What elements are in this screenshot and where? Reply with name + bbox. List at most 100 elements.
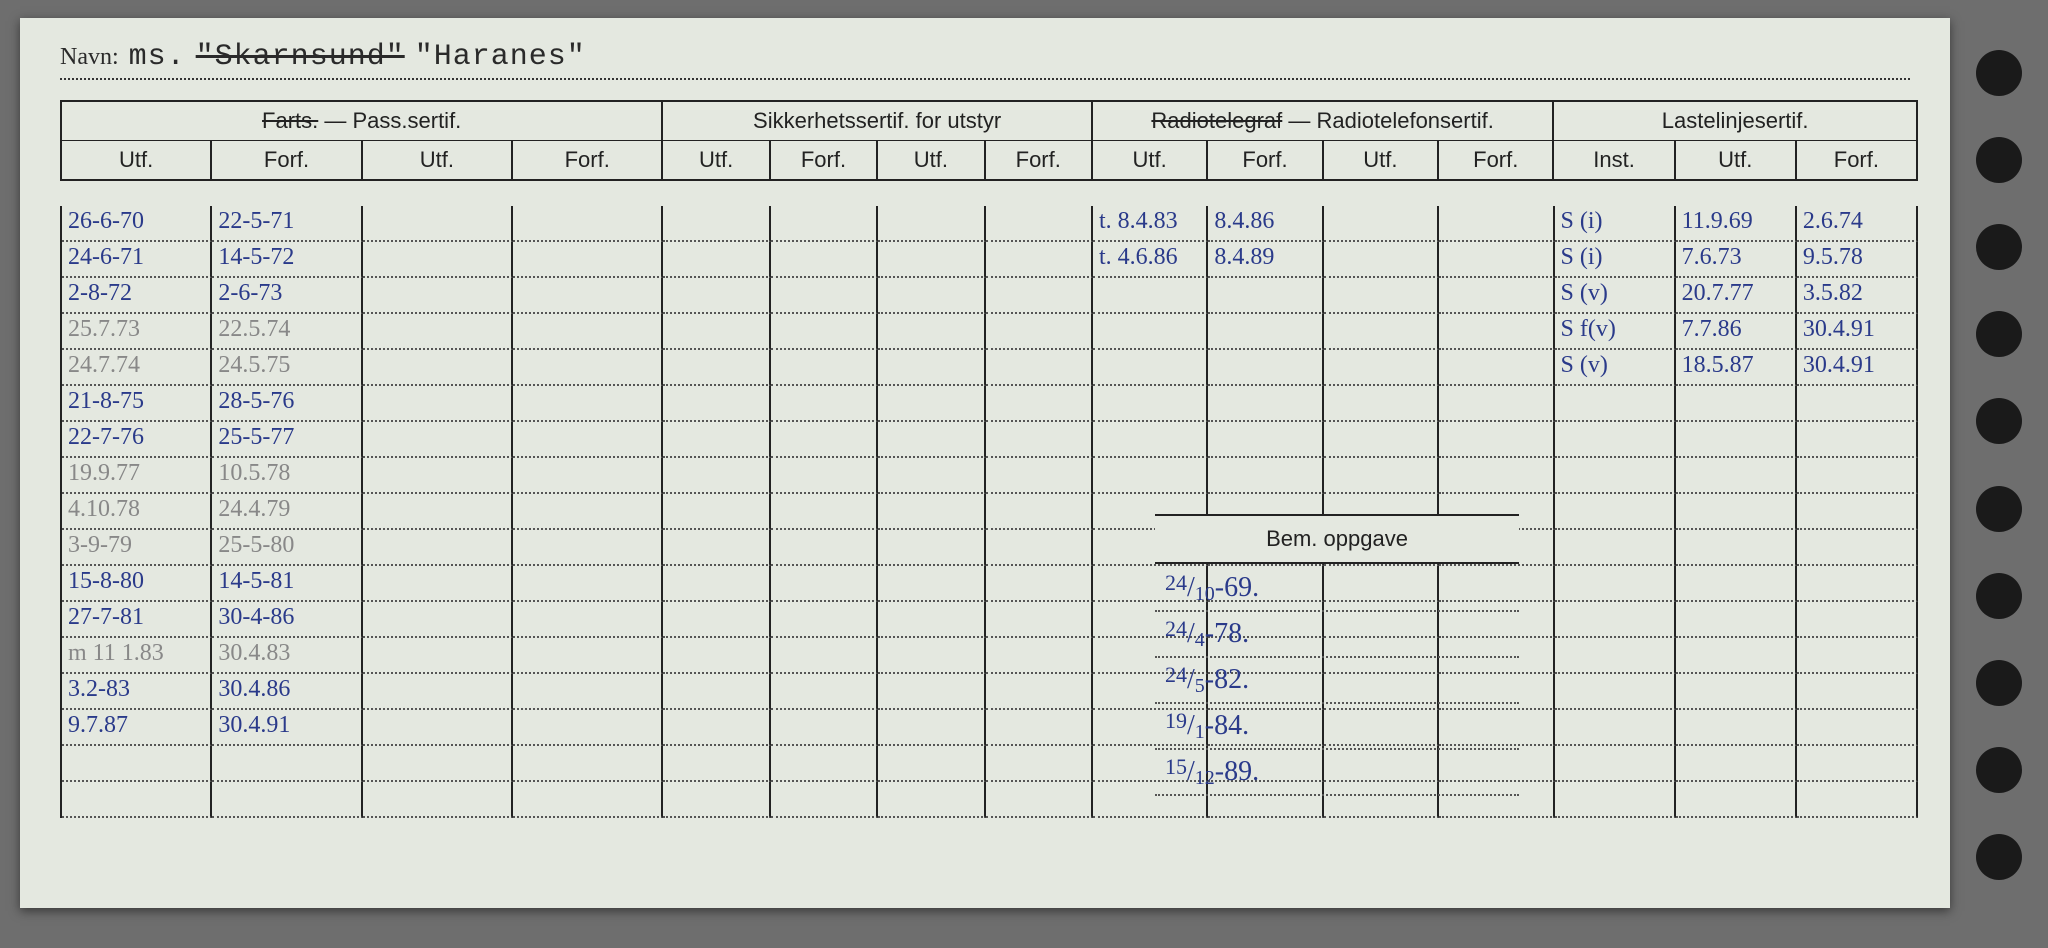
cell <box>1208 350 1323 386</box>
binder-hole <box>1976 660 2022 706</box>
cell: 22-7-76 <box>62 422 212 458</box>
cell: S (v) <box>1555 350 1676 386</box>
cell <box>513 674 663 710</box>
cell: 22-5-71 <box>212 206 362 242</box>
cell <box>1555 422 1676 458</box>
cell <box>1555 746 1676 782</box>
cell <box>1439 386 1554 422</box>
cell <box>513 782 663 818</box>
table-row: m 11 1.8330.4.83 <box>60 638 1918 674</box>
cell <box>771 530 878 566</box>
col-header: Forf. <box>1439 141 1554 179</box>
cell <box>363 674 513 710</box>
cell <box>1676 458 1797 494</box>
cell: 3.2-83 <box>62 674 212 710</box>
cell: 9.5.78 <box>1797 242 1918 278</box>
table-row: 25.7.7322.5.74S f(v)7.7.8630.4.91 <box>60 314 1918 350</box>
cell <box>771 314 878 350</box>
cell <box>771 746 878 782</box>
binder-hole <box>1976 137 2022 183</box>
cell <box>986 350 1093 386</box>
cell <box>1439 350 1554 386</box>
cell <box>1555 458 1676 494</box>
table-row <box>60 746 1918 782</box>
table-row: 3.2-8330.4.86 <box>60 674 1918 710</box>
header-row: Navn: ms. "Skarnsund" "Haranes" <box>60 40 586 74</box>
cell <box>1676 674 1797 710</box>
cell <box>878 638 985 674</box>
bem-header: Bem. oppgave <box>1155 514 1519 564</box>
col-header: Utf. <box>62 141 212 179</box>
cell <box>771 458 878 494</box>
cell <box>513 746 663 782</box>
ledger-card: Navn: ms. "Skarnsund" "Haranes" Farts. —… <box>20 18 1950 908</box>
cell <box>1676 566 1797 602</box>
cell <box>363 602 513 638</box>
cell <box>663 278 770 314</box>
cell <box>363 350 513 386</box>
cell <box>363 206 513 242</box>
cell <box>986 782 1093 818</box>
bem-row: 19/1-84. <box>1155 704 1519 750</box>
cell <box>1676 602 1797 638</box>
cell: 19.9.77 <box>62 458 212 494</box>
cell <box>1676 386 1797 422</box>
cell <box>1676 782 1797 818</box>
cell <box>1093 278 1208 314</box>
group-radio: Radiotelegraf — Radiotelefonsertif. <box>1093 102 1555 140</box>
navn-prefix: ms. <box>129 40 186 74</box>
cell <box>363 458 513 494</box>
binder-hole <box>1976 224 2022 270</box>
cell <box>212 782 362 818</box>
cell: 3-9-79 <box>62 530 212 566</box>
cell <box>1439 458 1554 494</box>
table-row: 22-7-7625-5-77 <box>60 422 1918 458</box>
cell <box>878 386 985 422</box>
cell <box>771 494 878 530</box>
cell: 9.7.87 <box>62 710 212 746</box>
cell <box>513 206 663 242</box>
cell <box>363 530 513 566</box>
cell <box>1324 242 1439 278</box>
cell <box>771 278 878 314</box>
cell <box>1797 602 1918 638</box>
cell: 15-8-80 <box>62 566 212 602</box>
cell: 3.5.82 <box>1797 278 1918 314</box>
cell <box>663 746 770 782</box>
binder-hole <box>1976 50 2022 96</box>
cell <box>363 566 513 602</box>
cell <box>363 278 513 314</box>
cell <box>363 386 513 422</box>
cell <box>663 602 770 638</box>
cell <box>878 674 985 710</box>
cell <box>878 746 985 782</box>
cell <box>363 638 513 674</box>
cell <box>513 530 663 566</box>
col-header: Utf. <box>1676 141 1797 179</box>
col-header: Inst. <box>1554 141 1675 179</box>
group-laste: Lastelinjesertif. <box>1554 102 1918 140</box>
cell <box>1676 494 1797 530</box>
cell <box>513 386 663 422</box>
cell <box>1797 530 1918 566</box>
cell <box>1555 386 1676 422</box>
cell <box>663 242 770 278</box>
cell <box>363 710 513 746</box>
cell: 30.4.91 <box>212 710 362 746</box>
cell: 7.6.73 <box>1676 242 1797 278</box>
cell: t. 4.6.86 <box>1093 242 1208 278</box>
cell <box>513 350 663 386</box>
table-header: Farts. — Pass.sertif. Sikkerhetssertif. … <box>60 100 1918 181</box>
cell <box>1324 278 1439 314</box>
bem-row: 15/12-89. <box>1155 750 1519 796</box>
cell <box>986 242 1093 278</box>
cell <box>1439 278 1554 314</box>
cell <box>771 710 878 746</box>
cell <box>663 710 770 746</box>
cell <box>771 206 878 242</box>
cell <box>1797 710 1918 746</box>
cell: S (i) <box>1555 242 1676 278</box>
cell <box>1439 242 1554 278</box>
cell <box>1797 422 1918 458</box>
bem-row: 24/5-82. <box>1155 658 1519 704</box>
